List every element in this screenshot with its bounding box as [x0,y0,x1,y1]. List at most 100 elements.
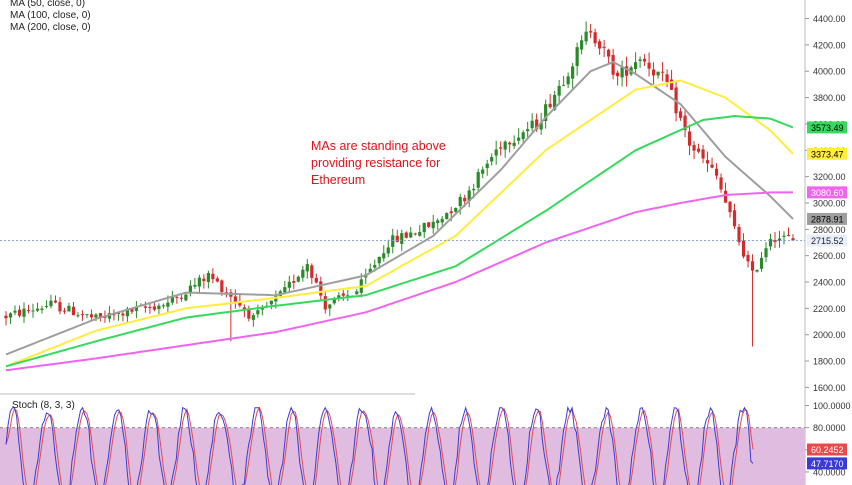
candle-body [678,111,683,118]
candle-body [89,314,94,318]
candle-body [85,314,89,316]
candle-body [283,287,287,293]
candle-body [409,232,413,238]
candle-body [607,49,611,57]
candle-body [17,309,22,316]
current-price-badge: 2715.52 [811,236,844,246]
ma-100-label: MA (100, close, 0) [10,10,91,21]
candle-body [386,247,390,254]
candle-body [472,188,476,191]
price-tick-label: 4000.00 [813,67,846,77]
candle-body [314,277,318,283]
candle-body [40,308,44,310]
candle-body [530,120,534,129]
candle-body [454,207,458,212]
candle-body [719,177,723,190]
candle-body [310,265,314,278]
candle-body [161,305,165,307]
candle-body [512,142,516,147]
candle-body [580,40,584,50]
price-tick-label: 2600.00 [813,251,846,261]
stoch-d-line [5,406,754,485]
ma-line-1 [5,79,794,368]
candle-body [62,310,67,312]
candle-body [98,313,103,317]
price-tick-label: 2200.00 [813,304,846,314]
price-tick-label: 2800.00 [813,225,846,235]
stoch-tick-label: 40.0000 [813,467,846,477]
candle-body [634,62,638,69]
candle-body [242,307,246,311]
price-tick-label: 1800.00 [813,357,846,367]
candle-body [422,223,426,233]
candle-body [575,47,579,66]
ma-line-3 [5,191,793,372]
candle-body [526,129,530,132]
candle-body [148,307,152,309]
candle-body [94,314,98,318]
candle-body [80,314,85,316]
ma-purple-value-badge: 3080.60 [811,188,844,198]
candle-body [373,264,377,268]
candle-body [332,298,336,304]
candle-body [233,296,237,302]
candle-body [593,32,597,44]
candle-body [562,84,566,86]
ma-200-value-badge-bg [807,121,847,134]
candle-body [35,308,40,311]
candle-body [337,295,341,298]
candle-body [521,132,525,139]
candle-body [134,306,139,311]
candle-body [508,142,512,145]
candle-body [206,273,210,283]
candle-body [188,285,192,294]
candle-body [26,310,31,312]
candle-body [566,76,570,85]
candle-body [723,190,728,203]
candle-body [301,269,305,278]
candle-body [238,301,242,306]
candle-body [53,300,58,303]
price-tick-label: 4400.00 [813,14,846,24]
candle-body [490,157,494,162]
candle-body [377,256,381,264]
candle-body [251,315,255,320]
candle-body [170,296,174,303]
ma-line-2 [5,114,794,368]
candle-body [705,160,710,164]
candle-body [669,79,674,90]
candle-body [571,66,575,79]
candle-body [741,240,746,257]
candle-body [130,308,134,312]
annotation-line-3: Ethereum [311,173,366,187]
candle-body [782,235,786,237]
candle-body [296,276,300,282]
ma-50-value-badge-bg [807,212,847,225]
candle-body [197,277,201,287]
candle-body [499,147,503,149]
candle-body [305,264,309,272]
candle-body [328,304,332,309]
annotation-line-2: providing resistance for [311,156,441,170]
candle-body [341,293,345,296]
candle-body [651,69,656,76]
candle-body [503,141,507,150]
candle-body [292,280,296,283]
ma-200-label: MA (200, close, 0) [10,22,91,33]
candle-body [382,253,386,259]
stoch-d-value-badge-bg [807,443,847,456]
price-tick-label: 2000.00 [813,330,846,340]
candle-body [602,46,606,48]
candle-body [467,190,471,202]
candle-body [535,119,539,130]
candle-body [323,296,327,310]
candle-body [287,281,291,288]
candle-body [589,31,593,33]
candle-body [768,239,773,247]
candle-body [687,131,692,146]
candle-body [773,240,777,242]
ma-purple-value-badge-bg [807,186,847,199]
candle-body [755,269,759,272]
candle-body [418,232,422,236]
